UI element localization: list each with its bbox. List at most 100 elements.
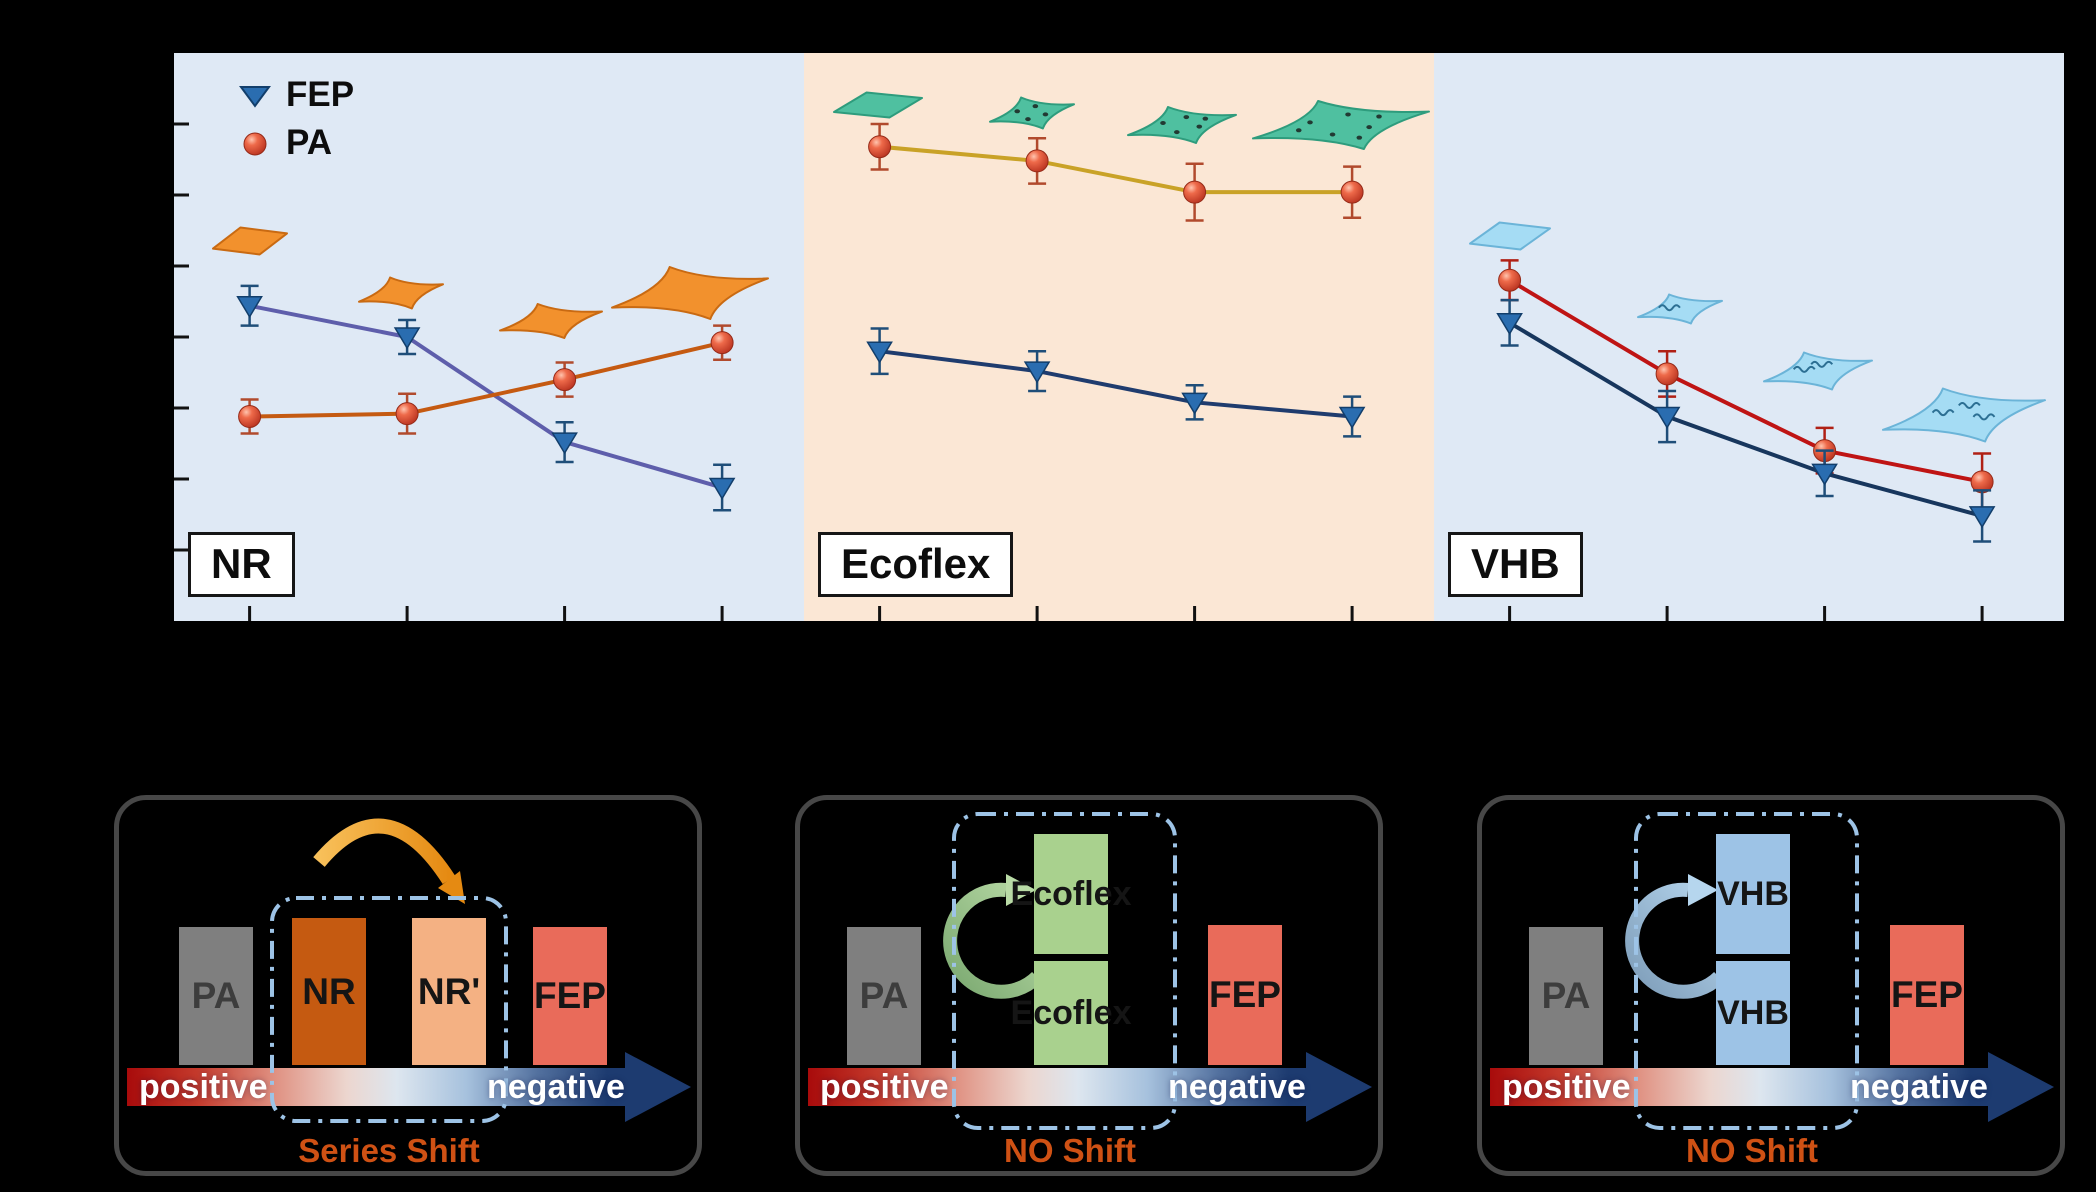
- pa-data-point: [395, 402, 419, 426]
- ecoflex-film-icon: [1127, 106, 1237, 144]
- pa-data-point: [1340, 180, 1364, 204]
- fep-data-point: [551, 432, 578, 455]
- fep-triangle-marker-icon: [239, 86, 271, 108]
- panel-label-vhb: VHB: [1448, 532, 1583, 597]
- chart-panel-nr: NR: [174, 53, 804, 621]
- pa-data-point: [238, 405, 262, 429]
- fep-data-point: [866, 341, 893, 364]
- panel-label-ecoflex: Ecoflex: [818, 532, 1014, 597]
- bar-pa: PA: [1529, 927, 1603, 1065]
- bar-label: VHB: [1717, 993, 1789, 1032]
- nr-film-icon: [212, 226, 288, 256]
- chart-legend: FEP PA: [238, 75, 354, 163]
- pa-data-point: [1025, 149, 1049, 173]
- pa-data-point: [868, 135, 892, 159]
- pa-series-line: [879, 144, 1353, 195]
- axis-arrowhead-icon: [625, 1052, 691, 1122]
- negative-label: negative: [1850, 1068, 1988, 1106]
- cycle-arrow-icon: [1625, 882, 1724, 999]
- vhb-film-icon: [1637, 293, 1723, 325]
- panel-plot: [174, 122, 769, 621]
- positive-label: positive: [1502, 1068, 1631, 1106]
- pa-data-point: [1498, 268, 1522, 292]
- negative-label: negative: [487, 1068, 625, 1106]
- series-shift-card-ecoflex: PA Ecoflex Ecoflex FEP positive negative…: [795, 795, 1383, 1176]
- bar-pa: PA: [847, 927, 921, 1065]
- fep-data-point: [236, 296, 263, 319]
- panel-label-nr: NR: [188, 532, 295, 597]
- positive-label: positive: [820, 1068, 949, 1106]
- bar-label: PA: [1541, 975, 1591, 1016]
- bar-label: PA: [859, 975, 909, 1016]
- vhb-film-icon: [1882, 387, 2046, 443]
- panel-plot: [833, 91, 1430, 621]
- pa-series-line: [249, 340, 723, 419]
- bar-vhb-bottom: VHB: [1716, 961, 1790, 1065]
- chart-panel-vhb: VHB: [1434, 53, 2064, 621]
- fep-data-point: [1496, 313, 1523, 336]
- vhb-film-icon: [1763, 351, 1873, 391]
- bar-label: NR': [417, 970, 481, 1012]
- fep-data-point: [1653, 406, 1681, 429]
- legend-item-fep: FEP: [238, 75, 354, 115]
- shift-status-label: NO Shift: [1004, 1132, 1136, 1169]
- series-shift-card-nr: PA NR NR' FEP positive negative Series S…: [114, 795, 702, 1176]
- pa-data-point: [710, 331, 734, 355]
- vhb-film-icon: [1469, 221, 1551, 251]
- bar-label: FEP: [1209, 974, 1281, 1015]
- fep-data-point: [1338, 406, 1366, 429]
- pa-data-point: [1183, 180, 1207, 204]
- axis-arrowhead-icon: [1988, 1052, 2054, 1122]
- fep-series-line: [1508, 321, 1983, 518]
- fep-data-point: [1811, 463, 1838, 486]
- series-shift-arrowhead-icon: [438, 871, 465, 904]
- bar-fep: FEP: [1890, 925, 1964, 1065]
- legend-label-pa: PA: [286, 123, 333, 162]
- bar-label: Ecoflex: [1010, 993, 1132, 1032]
- fep-data-point: [1023, 361, 1051, 384]
- fep-data-point: [708, 477, 736, 500]
- bar-nr-prime: NR': [412, 918, 486, 1065]
- bar-label: NR: [302, 970, 356, 1012]
- pa-sphere-marker-icon: [243, 132, 267, 156]
- ecoflex-film-icon: [1252, 100, 1430, 150]
- fep-data-point: [1968, 506, 1996, 529]
- ecoflex-film-icon: [833, 91, 923, 119]
- negative-label: negative: [1168, 1068, 1306, 1106]
- nr-shift-arrow-layer: [313, 818, 465, 904]
- nr-film-icon: [611, 266, 769, 320]
- chart-panel-ecoflex: Ecoflex: [804, 53, 1434, 621]
- axis-arrowhead-icon: [1306, 1052, 1372, 1122]
- bar-fep: FEP: [533, 927, 607, 1065]
- bar-vhb-top: VHB: [1716, 834, 1790, 954]
- bar-label: FEP: [1891, 974, 1963, 1015]
- ecoflex-film-icon: [989, 96, 1075, 130]
- shift-status-label: NO Shift: [1686, 1132, 1818, 1169]
- fep-data-point: [393, 327, 421, 350]
- cycle-arrowhead-icon: [1688, 874, 1718, 906]
- bar-ecoflex-top: Ecoflex: [1011, 834, 1131, 954]
- bar-nr: NR: [292, 918, 366, 1065]
- positive-label: positive: [139, 1068, 268, 1106]
- panel-plot: [1469, 221, 2046, 621]
- pa-data-point: [1655, 362, 1679, 386]
- legend-item-pa: PA: [238, 123, 354, 163]
- series-shift-card-vhb: PA VHB VHB FEP positive negative NO Shif…: [1477, 795, 2065, 1176]
- series-shift-arc-arrow-icon: [313, 818, 456, 885]
- legend-label-fep: FEP: [286, 75, 355, 114]
- bar-pa: PA: [179, 927, 253, 1065]
- bar-label: FEP: [534, 975, 606, 1016]
- nr-film-icon: [358, 276, 444, 310]
- nr-film-icon: [499, 303, 603, 339]
- shift-status-label: Series Shift: [298, 1132, 480, 1169]
- bar-label: VHB: [1717, 874, 1789, 913]
- bar-ecoflex-bottom: Ecoflex: [1011, 961, 1131, 1065]
- fep-series-line: [249, 303, 723, 490]
- pa-data-point: [553, 368, 577, 392]
- fep-series-line: [879, 349, 1353, 419]
- fep-data-point: [1181, 392, 1208, 415]
- bar-label: PA: [191, 975, 241, 1016]
- bar-label: Ecoflex: [1010, 874, 1132, 913]
- bar-fep: FEP: [1208, 925, 1282, 1065]
